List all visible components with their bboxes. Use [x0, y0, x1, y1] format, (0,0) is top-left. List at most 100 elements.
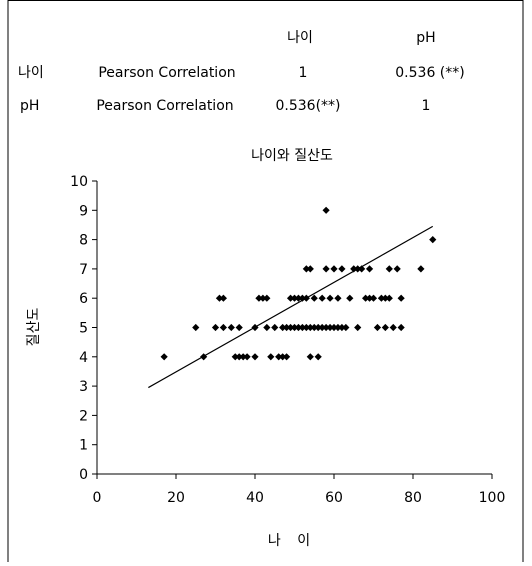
data-point [393, 265, 401, 273]
data-point [251, 353, 259, 361]
trendline [148, 225, 434, 389]
data-point [286, 323, 295, 332]
y-tick-label: 4 [79, 350, 88, 366]
data-point [263, 323, 271, 332]
table-row-ph-variable: pH [20, 98, 39, 114]
table-row-ph-cell-ph: 1 [422, 98, 431, 114]
y-tick-label: 7 [79, 262, 88, 278]
data-point [302, 265, 310, 273]
data-point [389, 323, 397, 332]
x-axis-label: 나 이 [268, 533, 316, 549]
y-axis-label: 질산도 [26, 308, 42, 347]
data-point [231, 353, 239, 361]
data-point [429, 236, 437, 244]
data-point [279, 353, 287, 361]
y-tick-label: 3 [79, 379, 88, 395]
data-point [271, 323, 279, 332]
table-row-age-cell-ph: 0.536 (**) [395, 65, 464, 81]
data-point [290, 323, 299, 332]
data-point [334, 294, 342, 302]
data-point [354, 323, 362, 332]
data-point [275, 353, 283, 361]
data-point [338, 265, 346, 273]
data-point [211, 323, 220, 332]
data-point [302, 294, 310, 302]
y-tick-label: 8 [79, 233, 88, 249]
data-point [326, 323, 334, 332]
data-point [354, 265, 362, 273]
y-tick-label: 2 [79, 408, 88, 424]
data-point [306, 323, 314, 332]
data-point [314, 323, 322, 332]
data-point [373, 323, 382, 332]
data-point [314, 353, 322, 361]
data-point [362, 294, 370, 302]
y-tick-label: 9 [79, 203, 88, 219]
y-tick-label: 6 [79, 291, 88, 307]
data-point [263, 294, 271, 302]
data-point [417, 265, 425, 273]
data-point [243, 353, 251, 361]
data-point [255, 294, 263, 302]
data-point [294, 323, 303, 332]
data-point [286, 294, 295, 302]
data-point [377, 294, 385, 302]
x-tick-label: 40 [246, 490, 264, 506]
data-point [267, 353, 275, 361]
data-point [192, 323, 200, 332]
data-point [310, 294, 318, 302]
x-tick-label: 0 [93, 490, 102, 506]
data-point [358, 265, 366, 273]
data-point [294, 294, 303, 302]
data-point [239, 353, 247, 361]
data-point [334, 323, 342, 332]
data-point [385, 294, 393, 302]
table-header-ph: pH [416, 30, 435, 46]
data-point [283, 353, 291, 361]
data-point [279, 323, 287, 332]
data-point [200, 353, 208, 361]
data-point [259, 294, 267, 302]
data-point [342, 323, 350, 332]
data-point [346, 294, 354, 302]
data-point [381, 323, 389, 332]
data-point [215, 294, 224, 302]
data-point [251, 323, 259, 332]
table-row-age-cell-age: 1 [299, 65, 308, 81]
data-point [330, 265, 338, 273]
data-point [338, 323, 346, 332]
data-point [235, 353, 243, 361]
data-point [381, 294, 389, 302]
x-tick-label: 100 [479, 490, 506, 506]
data-point [318, 323, 326, 332]
y-tick-label: 10 [70, 174, 88, 190]
data-point [318, 294, 326, 302]
data-point [306, 353, 314, 361]
y-tick-label: 5 [79, 321, 88, 337]
table-row-ph-statistic: Pearson Correlation [96, 98, 233, 114]
data-point [397, 323, 405, 332]
data-point [365, 294, 374, 302]
y-tick-label: 1 [79, 438, 88, 454]
x-tick-label: 20 [167, 490, 185, 506]
data-point [322, 206, 330, 214]
data-point [365, 265, 374, 273]
data-point [235, 323, 243, 332]
data-point [290, 294, 299, 302]
data-point [397, 294, 405, 302]
data-point [227, 323, 235, 332]
data-point [322, 265, 330, 273]
y-tick-label: 0 [79, 467, 88, 483]
table-row-age-statistic: Pearson Correlation [98, 65, 235, 81]
data-point [330, 323, 338, 332]
data-point [326, 294, 334, 302]
table-row-ph-cell-age: 0.536(**) [275, 98, 340, 114]
data-point [322, 323, 330, 332]
correlation-table: 나이 pH 나이 Pearson Correlation 1 0.536 (**… [18, 30, 465, 114]
data-point [306, 265, 314, 273]
data-point [160, 353, 168, 361]
data-point [350, 265, 358, 273]
data-point [385, 265, 393, 273]
